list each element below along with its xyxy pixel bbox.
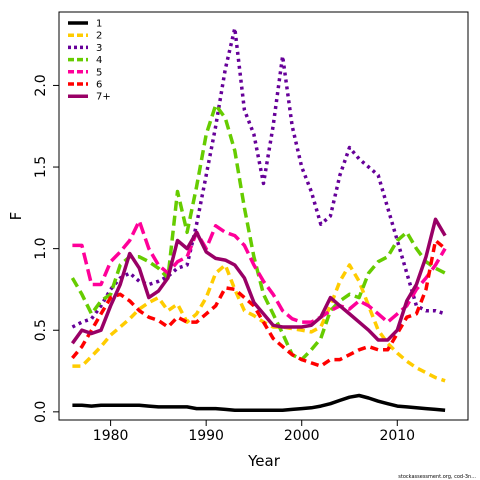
legend-label: 1 (96, 19, 102, 30)
legend-label: 4 (96, 55, 102, 66)
series-line-2 (72, 263, 446, 383)
x-tick-label: 1980 (93, 428, 129, 444)
x-tick-label: 2000 (284, 428, 320, 444)
series-line-1 (72, 393, 446, 412)
x-tick-label: 2010 (379, 428, 415, 444)
y-tick-label: 1.0 (33, 238, 49, 260)
series-line-7plus (70, 217, 447, 345)
plot-frame (58, 11, 469, 421)
y-tick-label: 1.5 (33, 156, 49, 178)
legend-label: 3 (96, 43, 102, 54)
series-line-5 (72, 219, 447, 324)
legend-label: 2 (96, 31, 102, 42)
y-axis-title: F (7, 212, 25, 221)
x-tick-label: 1990 (188, 428, 224, 444)
series-line-6 (71, 238, 447, 368)
x-axis-title: Year (247, 452, 281, 470)
legend-label: 5 (96, 67, 102, 78)
legend-label: 6 (96, 80, 102, 91)
series-layer (70, 26, 447, 412)
legend-label: 7+ (96, 92, 111, 103)
y-tick-label: 0.5 (33, 319, 49, 341)
axes: 1980 1990 2000 2010 0.0 0.5 1.0 1.5 2.0 (33, 74, 415, 444)
footer-credit: stockassessment.org, cod-3n... (398, 474, 476, 480)
y-tick-label: 0.0 (33, 401, 49, 423)
y-tick-label: 2.0 (33, 74, 49, 96)
